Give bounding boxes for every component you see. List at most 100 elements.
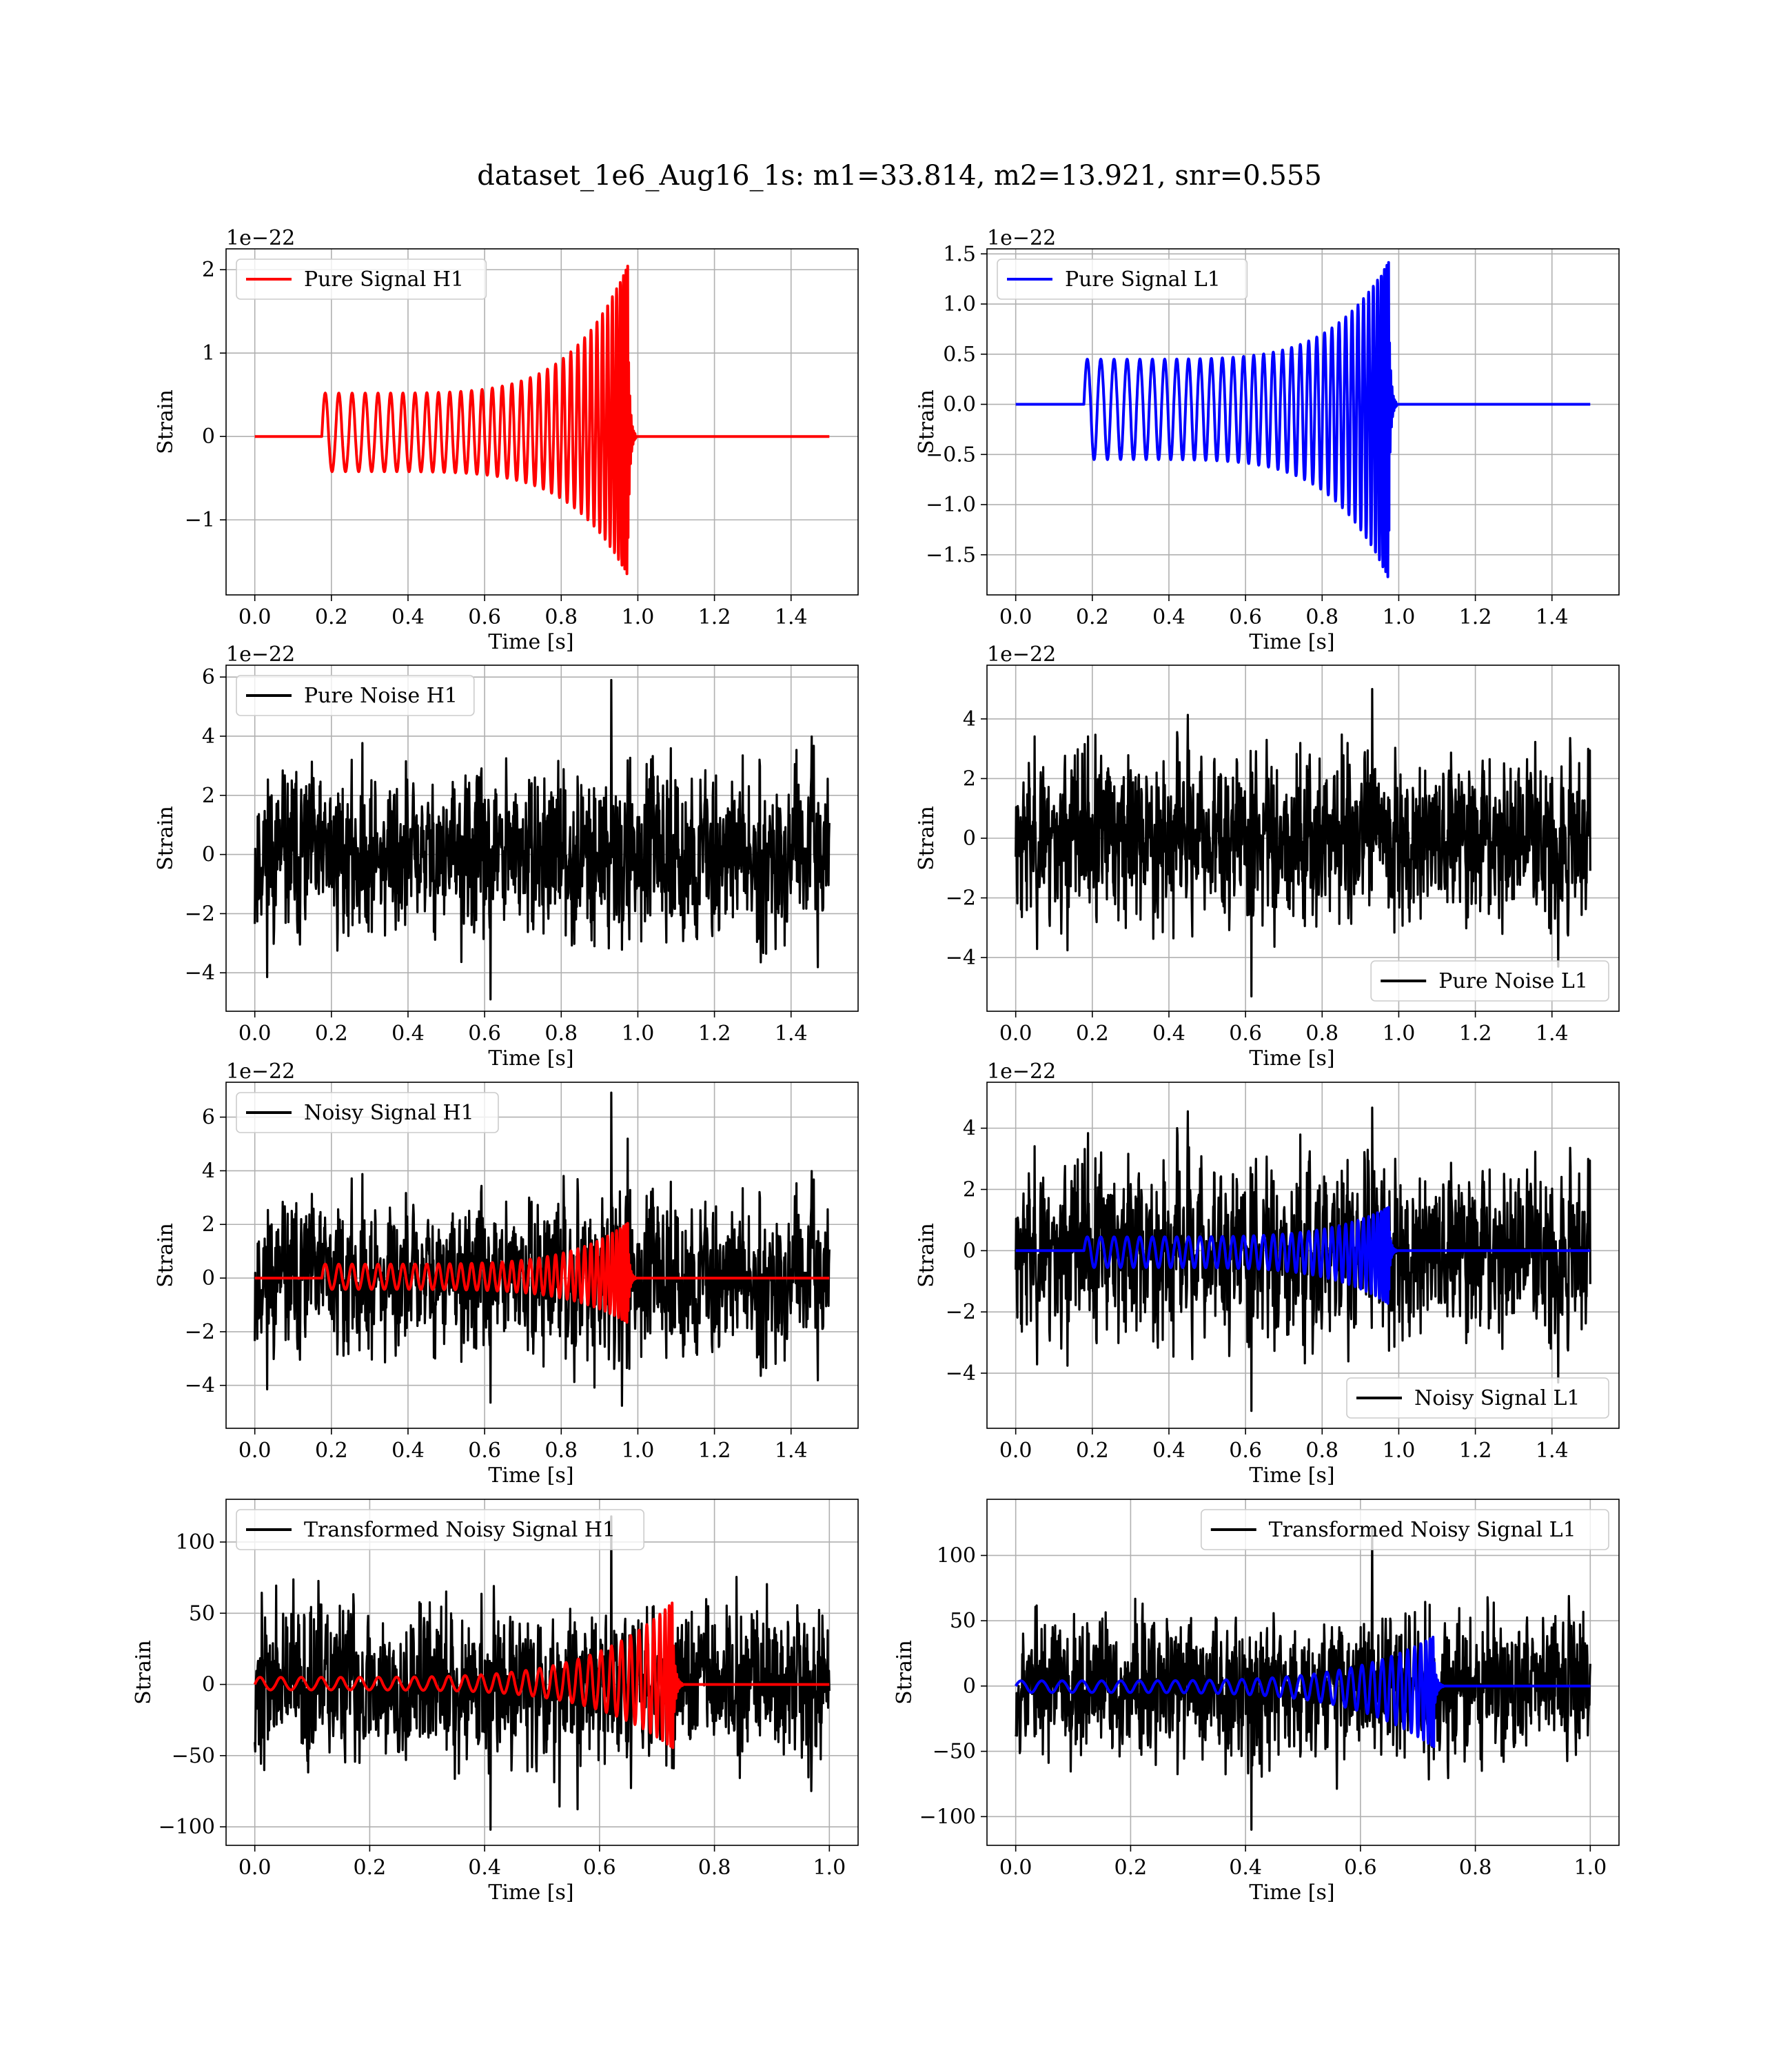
legend: Noisy Signal L1 — [1346, 1377, 1609, 1419]
x-tick-label: 0.8 — [1305, 605, 1338, 629]
axes-frame — [225, 665, 859, 1012]
x-tick-label: 0.0 — [999, 1022, 1032, 1046]
y-tick-label: 1.0 — [943, 292, 976, 316]
x-tick-label: 1.4 — [775, 1439, 808, 1463]
legend-box — [236, 258, 487, 300]
x-tick-label: 0.0 — [238, 1439, 272, 1463]
x-tick-label: 0.6 — [583, 1856, 616, 1880]
y-axis-label: Strain — [915, 1223, 939, 1288]
x-tick-label: 0.2 — [315, 605, 348, 629]
y-axis-label: Strain — [893, 1640, 917, 1705]
x-tick-label: 0.0 — [999, 1439, 1032, 1463]
x-tick-label: 1.0 — [1383, 1022, 1416, 1046]
y-tick-label: 0 — [963, 1674, 976, 1699]
y-axis-label: Strain — [154, 806, 178, 871]
y-tick-label: 4 — [963, 707, 976, 731]
x-tick-label: 0.0 — [238, 1022, 272, 1046]
pure-signal-h1-series-0 — [254, 265, 831, 576]
y-axis-label: Strain — [132, 1640, 156, 1705]
y-axis-label: Strain — [915, 389, 939, 454]
axes-frame — [986, 1082, 1620, 1429]
y-axis-label: Strain — [154, 389, 178, 454]
x-tick-label: 0.2 — [1114, 1856, 1148, 1880]
y-tick-label: 2 — [202, 258, 215, 282]
legend: Pure Noise H1 — [236, 675, 475, 716]
legend-label: Transformed Noisy Signal L1 — [1269, 1518, 1576, 1542]
x-tick-label: 0.6 — [468, 1439, 501, 1463]
y-axis-label: Strain — [154, 1223, 178, 1288]
legend-label: Pure Signal L1 — [1065, 267, 1221, 292]
x-axis-label: Time [s] — [1249, 630, 1334, 654]
axes-frame — [225, 248, 859, 596]
noisy-signal-h1-series-0 — [254, 1091, 831, 1407]
x-tick-label: 0.0 — [238, 1856, 272, 1880]
axis-offset-text: 1e−22 — [226, 226, 295, 250]
legend-box — [1346, 1377, 1609, 1419]
transformed-noisy-signal-l1-panel: 0.0 0.2 0.4 0.6 0.8 1.0 −100 −50 0 50 100 Time [s] S… — [893, 1499, 1620, 1905]
y-tick-label: 2 — [963, 1177, 976, 1202]
y-tick-label: 0 — [202, 425, 215, 449]
x-tick-label: 0.6 — [468, 1022, 501, 1046]
x-tick-label: 0.4 — [391, 1022, 425, 1046]
axis-offset-text: 1e−22 — [987, 1060, 1056, 1084]
y-tick-label: 2 — [202, 1213, 215, 1237]
x-tick-label: 0.8 — [544, 1439, 578, 1463]
legend: Transformed Noisy Signal L1 — [1201, 1509, 1609, 1550]
y-tick-label: −1 — [185, 508, 215, 532]
x-tick-label: 0.4 — [391, 1439, 425, 1463]
x-tick-label: 0.2 — [354, 1856, 387, 1880]
y-tick-label: 0.0 — [943, 393, 976, 417]
legend-label: Noisy Signal L1 — [1414, 1386, 1580, 1410]
legend-label: Noisy Signal H1 — [304, 1101, 474, 1125]
axis-offset-text: 1e−22 — [226, 1060, 295, 1084]
x-tick-label: 0.8 — [1305, 1439, 1338, 1463]
legend-box — [1201, 1509, 1609, 1550]
x-axis-label: Time [s] — [488, 1046, 573, 1071]
x-tick-label: 0.4 — [1152, 605, 1185, 629]
x-axis-label: Time [s] — [488, 630, 573, 654]
y-tick-label: −4 — [185, 961, 215, 985]
pure-noise-l1-panel: 0.0 0.2 0.4 0.6 0.8 1.0 1.2 1.4 −4 −2 0 2 4 Time [s] S… — [915, 642, 1620, 1071]
x-tick-label: 0.2 — [1076, 1022, 1109, 1046]
transformed-noisy-signal-h1-series-0 — [254, 1515, 831, 1831]
x-tick-label: 1.2 — [1459, 1022, 1492, 1046]
legend: Pure Signal L1 — [997, 258, 1248, 300]
noisy-signal-l1-panel: 0.0 0.2 0.4 0.6 0.8 1.0 1.2 1.4 −4 −2 0 2 4 Time [s] S… — [915, 1060, 1620, 1488]
noisy-signal-l1-series-0 — [1015, 1106, 1591, 1412]
transformed-noisy-signal-h1-panel: 0.0 0.2 0.4 0.6 0.8 1.0 −100 −50 0 50 100 Time [s] S… — [132, 1499, 859, 1905]
y-tick-label: 100 — [176, 1530, 215, 1554]
y-tick-label: −2 — [946, 886, 976, 911]
figure-title: dataset_1e6_Aug16_1s: m1=33.814, m2=13.9… — [477, 160, 1322, 192]
x-tick-label: 1.2 — [698, 1439, 731, 1463]
pure-noise-l1-series-0 — [1015, 688, 1591, 997]
y-tick-label: −0.5 — [926, 443, 976, 467]
x-tick-label: 0.0 — [999, 1856, 1032, 1880]
x-tick-label: 0.4 — [1229, 1856, 1262, 1880]
x-tick-label: 0.8 — [544, 1022, 578, 1046]
pure-noise-h1-panel: 0.0 0.2 0.4 0.6 0.8 1.0 1.2 1.4 −4 −2 0 2 4 6 Time [s]… — [154, 642, 859, 1071]
y-tick-label: 1.5 — [943, 242, 976, 266]
x-tick-label: 0.6 — [1344, 1856, 1377, 1880]
x-tick-label: 1.0 — [1383, 1439, 1416, 1463]
y-tick-label: 6 — [202, 665, 215, 689]
y-tick-label: 2 — [963, 767, 976, 791]
y-tick-label: −1.5 — [926, 543, 976, 567]
legend-box — [236, 1092, 499, 1133]
y-tick-label: 4 — [963, 1117, 976, 1141]
x-axis-label: Time [s] — [1249, 1881, 1334, 1905]
legend-label: Pure Noise H1 — [304, 684, 458, 708]
subplot-grid: 0.0 0.2 0.4 0.6 0.8 1.0 1.2 1.4 −1 0 1 2 Time [s] Str… — [132, 226, 1620, 1905]
x-tick-label: 0.6 — [1229, 605, 1262, 629]
legend-box — [1370, 960, 1609, 1002]
x-tick-label: 1.2 — [1459, 605, 1492, 629]
x-tick-label: 0.6 — [1229, 1439, 1262, 1463]
x-tick-label: 1.0 — [1574, 1856, 1607, 1880]
legend-box — [236, 675, 475, 716]
pure-signal-l1-series-0 — [1015, 261, 1591, 578]
axis-offset-text: 1e−22 — [226, 642, 295, 667]
y-tick-label: 0 — [202, 1673, 215, 1697]
x-tick-label: 0.8 — [544, 605, 578, 629]
x-tick-label: 0.8 — [1305, 1022, 1338, 1046]
y-tick-label: −50 — [172, 1744, 215, 1768]
y-tick-label: −4 — [946, 1361, 976, 1386]
